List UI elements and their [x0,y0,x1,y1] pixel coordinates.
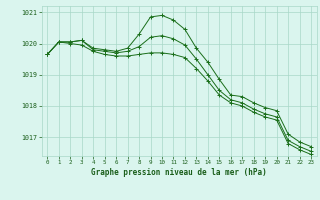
X-axis label: Graphe pression niveau de la mer (hPa): Graphe pression niveau de la mer (hPa) [91,168,267,177]
